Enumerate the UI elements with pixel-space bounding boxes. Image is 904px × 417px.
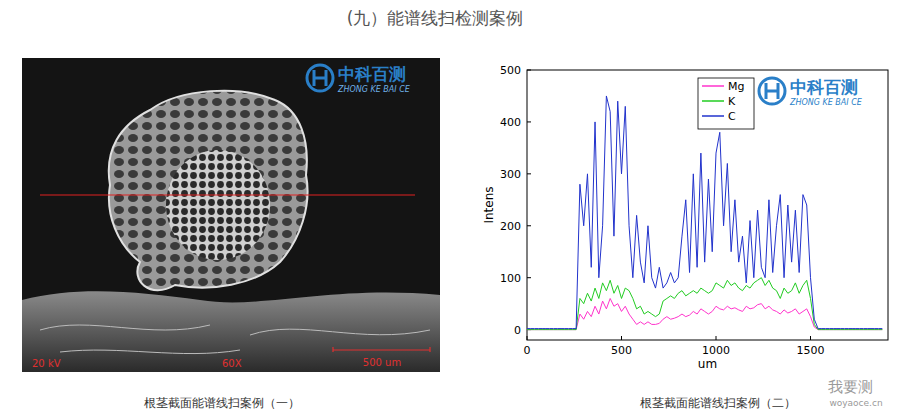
logo-name: 中科百测	[790, 77, 858, 97]
y-tick	[527, 173, 531, 174]
stem-section	[109, 91, 308, 291]
logo-icon	[307, 65, 333, 91]
logo-sub: ZHONG KE BAI CE	[789, 98, 863, 107]
stem-core	[166, 150, 270, 260]
series-line	[527, 96, 882, 329]
watermark-sub: woyaoce.cn	[829, 398, 882, 408]
scan-line	[40, 194, 415, 195]
x-tick	[716, 336, 717, 340]
y-tick-label: 500	[500, 64, 521, 77]
x-tick-label: 1500	[797, 344, 825, 357]
image-background	[22, 58, 440, 372]
caption: 根茎截面能谱线扫案例（一）	[144, 396, 300, 410]
series-line	[527, 278, 882, 330]
logo-background	[757, 74, 887, 110]
y-tick-label: 300	[500, 168, 521, 181]
y-tick-label: 200	[500, 220, 521, 233]
legend-box	[698, 78, 754, 129]
legend-swatch	[702, 100, 724, 102]
y-tick	[527, 121, 531, 122]
legend-label: C	[728, 110, 736, 123]
page-title: (九）能谱线扫检测案例	[347, 8, 524, 28]
y-tick	[527, 277, 531, 278]
page: (九）能谱线扫检测案例20 kV60X500 um中科百测ZHONG KE BA…	[0, 0, 904, 417]
series-group	[527, 96, 882, 330]
y-tick	[527, 225, 531, 226]
x-tick	[621, 336, 622, 340]
scale-label: 500 um	[363, 357, 401, 368]
logo: 中科百测ZHONG KE BAI CE	[759, 77, 863, 107]
logo-sub: ZHONG KE BAI CE	[337, 85, 411, 94]
scale-bar	[333, 347, 430, 352]
logo-mark	[314, 70, 326, 86]
legend: Mg KC	[698, 78, 754, 129]
y-axis-title: Intens	[482, 186, 496, 223]
logo-icon	[759, 78, 785, 104]
series-line	[527, 298, 882, 329]
logo: 中科百测ZHONG KE BAI CE	[307, 64, 411, 94]
y-tick-label: 100	[500, 272, 521, 285]
substrate-texture	[40, 325, 430, 354]
x-tick-label: 0	[524, 344, 531, 357]
x-tick-label: 500	[611, 344, 632, 357]
sem-image: 20 kV 60X 500 um 中科百测ZHONG KE BAI CE	[22, 58, 440, 372]
kv-label: 20 kV	[32, 358, 61, 369]
chart-logo: 中科百测ZHONG KE BAI CE	[757, 74, 887, 110]
x-tick	[810, 336, 811, 340]
legend-swatch	[702, 85, 724, 87]
x-tick	[527, 336, 528, 340]
y-tick-label: 400	[500, 116, 521, 129]
x-axis-title: um	[698, 357, 717, 371]
x-tick-label: 1000	[702, 344, 730, 357]
logo-name: 中科百测	[338, 64, 406, 84]
plot-frame	[527, 70, 888, 340]
legend-swatch	[702, 115, 724, 117]
chart: 0 100 200 300 400 500 0 500 1000 1500 um Intens Mg KC…	[482, 64, 888, 371]
caption: 根茎截面能谱线扫案例（二）	[640, 396, 796, 410]
y-tick	[527, 70, 531, 71]
logo-mark	[766, 83, 778, 99]
y-tick-label: 0	[514, 324, 521, 337]
legend-label: Mg	[728, 80, 744, 93]
mag-label: 60X	[222, 358, 242, 369]
legend-label: K	[728, 95, 736, 108]
watermark: 我要测	[828, 378, 873, 396]
substrate	[22, 291, 440, 372]
